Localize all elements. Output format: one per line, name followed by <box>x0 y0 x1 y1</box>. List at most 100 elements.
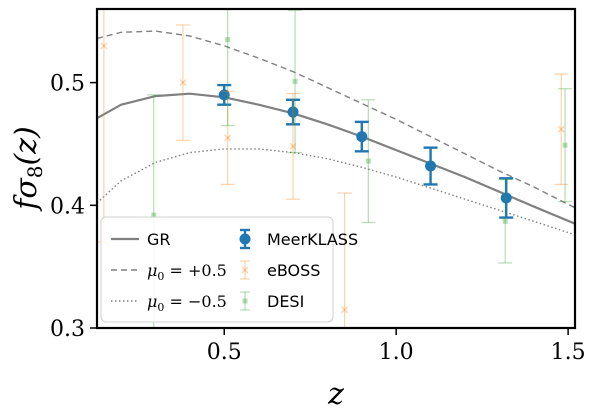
legend-entry-3: MeerKLASS <box>239 228 358 250</box>
marker-eboss-5-b <box>557 125 565 133</box>
point-desi-3 <box>361 99 376 224</box>
marker-eboss-4-a <box>341 306 349 314</box>
marker-eboss-3 <box>289 142 297 150</box>
x-axis-label: z <box>327 377 344 412</box>
legend-label-2: μ0 = −0.5 <box>147 292 227 314</box>
errorbar-eboss-1 <box>175 24 190 141</box>
point-eboss-5 <box>554 73 569 186</box>
legend-label-value: = +0.5 <box>164 261 226 280</box>
point-meerklass-1 <box>286 98 301 126</box>
marker-eboss-1 <box>179 79 187 87</box>
legend-marker-5 <box>242 298 248 304</box>
point-desi-1 <box>220 9 235 127</box>
legend-entry-0: GR <box>111 230 171 249</box>
legend-entry-4: eBOSS <box>240 260 320 280</box>
errorbar-eboss-5 <box>554 73 569 186</box>
legend-entry-5: DESI <box>240 291 304 311</box>
marker-eboss-4 <box>341 306 349 314</box>
marker-eboss-3-b <box>289 142 297 150</box>
marker-eboss-0 <box>100 42 108 50</box>
point-eboss-2 <box>220 90 235 186</box>
marker-eboss-2-b <box>224 134 232 142</box>
marker-eboss-0-b <box>100 42 108 50</box>
y-tick-label-2: 0.5 <box>50 72 85 97</box>
plot-frame <box>95 7 577 330</box>
marker-desi-4 <box>502 218 508 224</box>
legend-label-symbol: μ <box>147 261 157 280</box>
series-eboss <box>97 9 569 328</box>
point-eboss-1 <box>175 24 190 141</box>
series-desi <box>146 9 573 328</box>
legend-errorbar-4 <box>240 260 250 280</box>
legend-marker-4-b <box>241 266 249 274</box>
y-tick-label-1: 0.4 <box>50 194 85 219</box>
legend-label-subscript: 0 <box>157 301 164 314</box>
marker-meerklass-0 <box>218 89 230 101</box>
legend-label-subscript: 0 <box>157 270 164 283</box>
legend-label-symbol: μ <box>147 292 157 311</box>
marker-eboss-4-b <box>341 306 349 314</box>
legend-marker-4-a <box>241 266 249 274</box>
point-meerklass-4 <box>499 177 514 219</box>
ylabel-f-sigma: fσ <box>9 177 44 212</box>
errorbar-eboss-3 <box>286 93 301 200</box>
x-tick-label-0: 0.5 <box>207 340 242 365</box>
point-desi-4 <box>498 178 513 264</box>
x-tick-label-1: 1.0 <box>379 340 414 365</box>
curve-1 <box>97 30 575 209</box>
legend-label-5: DESI <box>267 292 304 311</box>
marker-desi-3 <box>365 158 371 164</box>
legend-label-value: = −0.5 <box>164 292 226 311</box>
marker-eboss-2 <box>224 134 232 142</box>
legend-entry-2: μ0 = −0.5 <box>111 292 227 314</box>
marker-eboss-5 <box>557 125 565 133</box>
y-tick-label-0: 0.3 <box>50 317 85 342</box>
point-eboss-0 <box>97 9 111 243</box>
errorbar-eboss-2 <box>220 90 235 186</box>
errorbar-desi-5 <box>558 88 573 203</box>
point-meerklass-3 <box>423 146 438 186</box>
errorbar-eboss-0 <box>97 9 111 243</box>
marker-eboss-1-b <box>179 79 187 87</box>
legend-label-3: MeerKLASS <box>267 230 358 249</box>
marker-eboss-1-a <box>179 79 187 87</box>
marker-meerklass-3 <box>425 160 437 172</box>
marker-eboss-5-a <box>557 125 565 133</box>
marker-meerklass-2 <box>356 131 368 143</box>
point-desi-5 <box>558 88 573 203</box>
marker-meerklass-1 <box>287 106 299 118</box>
ylabel-z: (z) <box>9 126 44 165</box>
legend-label-1: μ0 = +0.5 <box>147 261 227 283</box>
errorbar-desi-4 <box>498 178 513 264</box>
marker-meerklass-4 <box>500 192 512 204</box>
legend-marker-3 <box>239 233 251 245</box>
curve-0 <box>97 92 575 225</box>
marker-desi-5 <box>562 142 568 148</box>
errorbar-desi-1 <box>220 9 235 127</box>
legend-label-4: eBOSS <box>267 261 320 280</box>
legend-label-0: GR <box>147 230 171 249</box>
point-eboss-4 <box>337 192 352 328</box>
point-eboss-3 <box>286 93 301 200</box>
marker-desi-2 <box>292 78 298 84</box>
marker-eboss-2-a <box>224 134 232 142</box>
series-meerklass <box>217 83 514 219</box>
point-meerklass-2 <box>354 120 369 153</box>
legend-marker-4 <box>241 266 249 274</box>
marker-eboss-3-a <box>289 142 297 150</box>
curve-2 <box>97 148 575 236</box>
model-curves <box>97 30 575 236</box>
point-desi-2 <box>288 9 303 154</box>
legend-errorbar-5 <box>240 291 250 311</box>
x-tick-label-2: 1.5 <box>551 340 586 365</box>
axis-ticks: 0.5 1.0 1.5 0.3 0.4 0.5 <box>50 72 586 365</box>
marker-desi-1 <box>225 37 231 43</box>
marker-desi-0 <box>151 212 157 218</box>
marker-eboss-0-a <box>100 42 108 50</box>
legend-entry-1: μ0 = +0.5 <box>111 261 227 283</box>
y-axis-label: fσ8(z) <box>9 126 47 212</box>
point-meerklass-0 <box>217 83 232 106</box>
errorbar-eboss-4 <box>337 192 352 328</box>
